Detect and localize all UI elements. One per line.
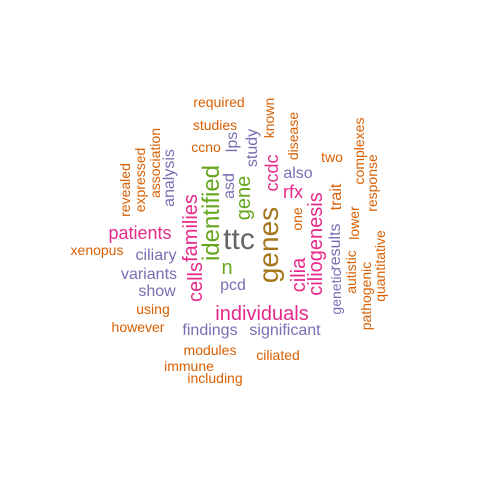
- word-ciliogenesis: ciliogenesis: [305, 192, 327, 296]
- word-significant: significant: [249, 322, 321, 339]
- word-using: using: [136, 301, 170, 317]
- word-ciliary: ciliary: [135, 247, 177, 264]
- word-studies: studies: [192, 117, 238, 133]
- word-modules: modules: [183, 342, 237, 358]
- word-ccdc: ccdc: [262, 154, 282, 192]
- word-individuals: individuals: [215, 303, 309, 325]
- word-one: one: [289, 207, 305, 231]
- word-findings: findings: [182, 322, 238, 339]
- word-two: two: [321, 149, 343, 165]
- word-lower: lower: [346, 206, 362, 240]
- word-quantitative: quantitative: [372, 230, 388, 302]
- word-trait: trait: [328, 183, 345, 211]
- word-pcd: pcd: [220, 277, 246, 294]
- word-results: results: [327, 223, 344, 271]
- word-response: response: [364, 154, 380, 212]
- word-xenopus: xenopus: [70, 242, 124, 258]
- word-autistic: autistic: [343, 250, 359, 294]
- word-ttc: ttc: [223, 223, 255, 256]
- word-study: study: [244, 128, 261, 168]
- word-ccno: ccno: [191, 139, 221, 155]
- word-immune: immune: [164, 358, 214, 374]
- word-genes: genes: [253, 206, 284, 284]
- word-gene: gene: [233, 175, 255, 221]
- word-patients: patients: [108, 223, 172, 243]
- word-including: including: [187, 370, 243, 386]
- word-rfx: rfx: [283, 182, 303, 202]
- word-cells: cells: [185, 261, 207, 303]
- word-also: also: [283, 165, 313, 182]
- word-disease: disease: [285, 111, 301, 161]
- word-revealed: revealed: [117, 163, 133, 217]
- word-lps: lps: [224, 131, 241, 153]
- word-expressed: expressed: [132, 147, 148, 213]
- word-known: known: [261, 97, 277, 139]
- word-association: association: [147, 127, 163, 199]
- word-required: required: [193, 94, 245, 110]
- word-analysis: analysis: [161, 149, 178, 207]
- word-show: show: [138, 283, 176, 300]
- word-variants: variants: [120, 266, 178, 283]
- word-n: n: [221, 257, 233, 279]
- word-genetic: genetic: [328, 269, 344, 315]
- word-ciliated: ciliated: [256, 347, 300, 363]
- word-however: however: [111, 319, 165, 335]
- word-pathogenic: pathogenic: [358, 261, 374, 331]
